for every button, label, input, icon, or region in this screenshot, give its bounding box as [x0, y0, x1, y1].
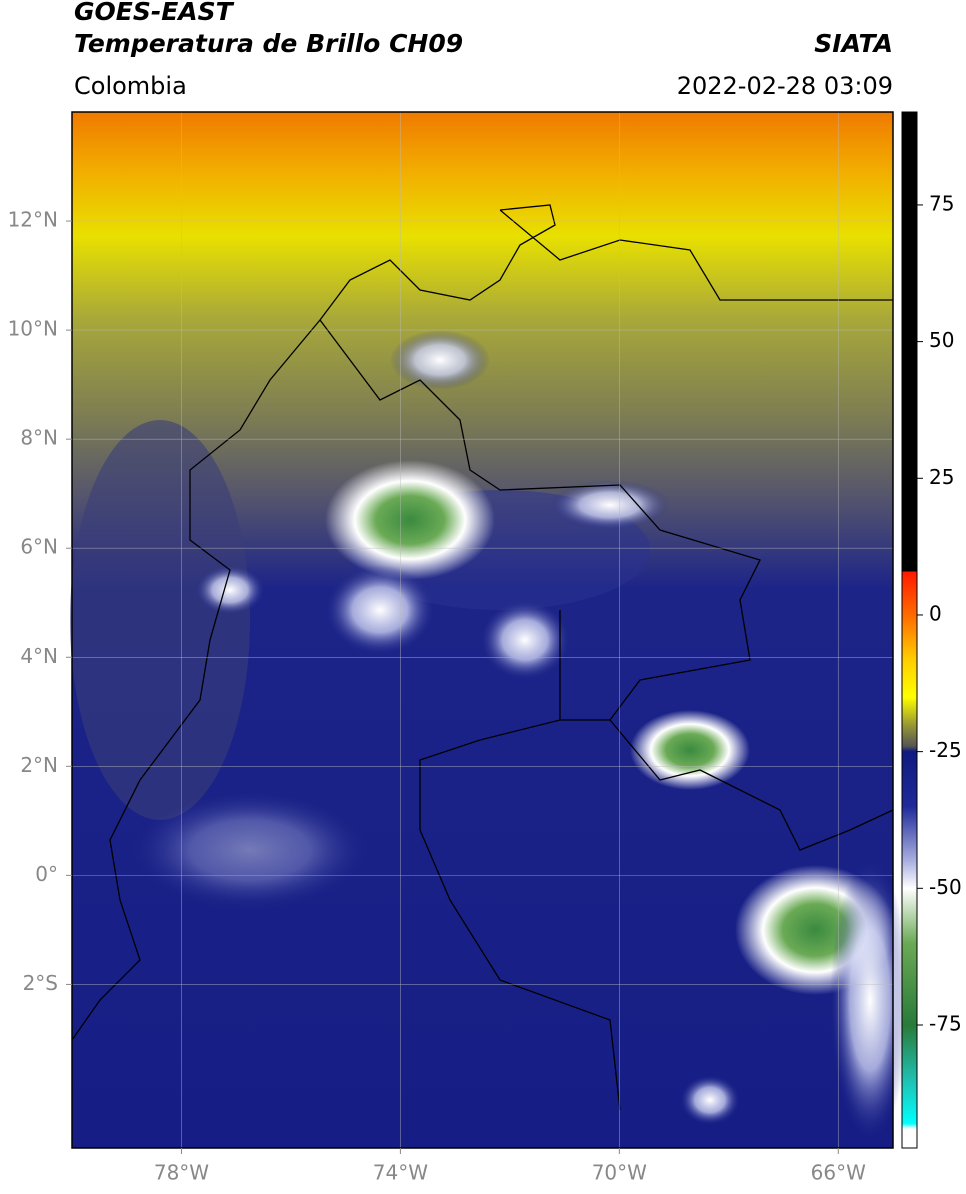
- colorbar-tick-label: 0: [929, 601, 942, 625]
- colorbar-tick-label: 50: [929, 328, 954, 352]
- colorbar-tick-label: 75: [929, 191, 954, 215]
- y-tick-label: 10°N: [8, 317, 58, 341]
- x-tick-label: 78°W: [154, 1161, 209, 1185]
- y-tick-label: 8°N: [20, 426, 58, 450]
- y-tick-label: 4°N: [20, 644, 58, 668]
- x-tick-label: 74°W: [373, 1161, 428, 1185]
- y-tick-label: 6°N: [20, 535, 58, 559]
- y-tick-label: 2°N: [20, 753, 58, 777]
- colorbar: [901, 111, 918, 1149]
- grid: [72, 112, 893, 1148]
- colorbar-tick-label: -50: [929, 875, 962, 899]
- y-tick-label: 12°N: [8, 208, 58, 232]
- colorbar-tick-label: -25: [929, 738, 962, 762]
- satellite-image: [70, 112, 910, 1148]
- x-tick-label: 66°W: [811, 1161, 866, 1185]
- subtitle: Temperatura de Brillo CH09: [74, 29, 463, 58]
- region: Colombia: [74, 72, 187, 100]
- y-tick-label: 2°S: [23, 971, 58, 995]
- colorbar-tick-label: 25: [929, 465, 954, 489]
- datetime: 2022-02-28 03:09: [677, 72, 893, 100]
- y-tick-label: 0°: [35, 862, 58, 886]
- map-frame: [71, 111, 894, 1149]
- x-tick-label: 70°W: [592, 1161, 647, 1185]
- source: SIATA: [814, 29, 893, 58]
- title: GOES-EAST: [74, 0, 235, 26]
- colorbar-tick-label: -75: [929, 1011, 962, 1035]
